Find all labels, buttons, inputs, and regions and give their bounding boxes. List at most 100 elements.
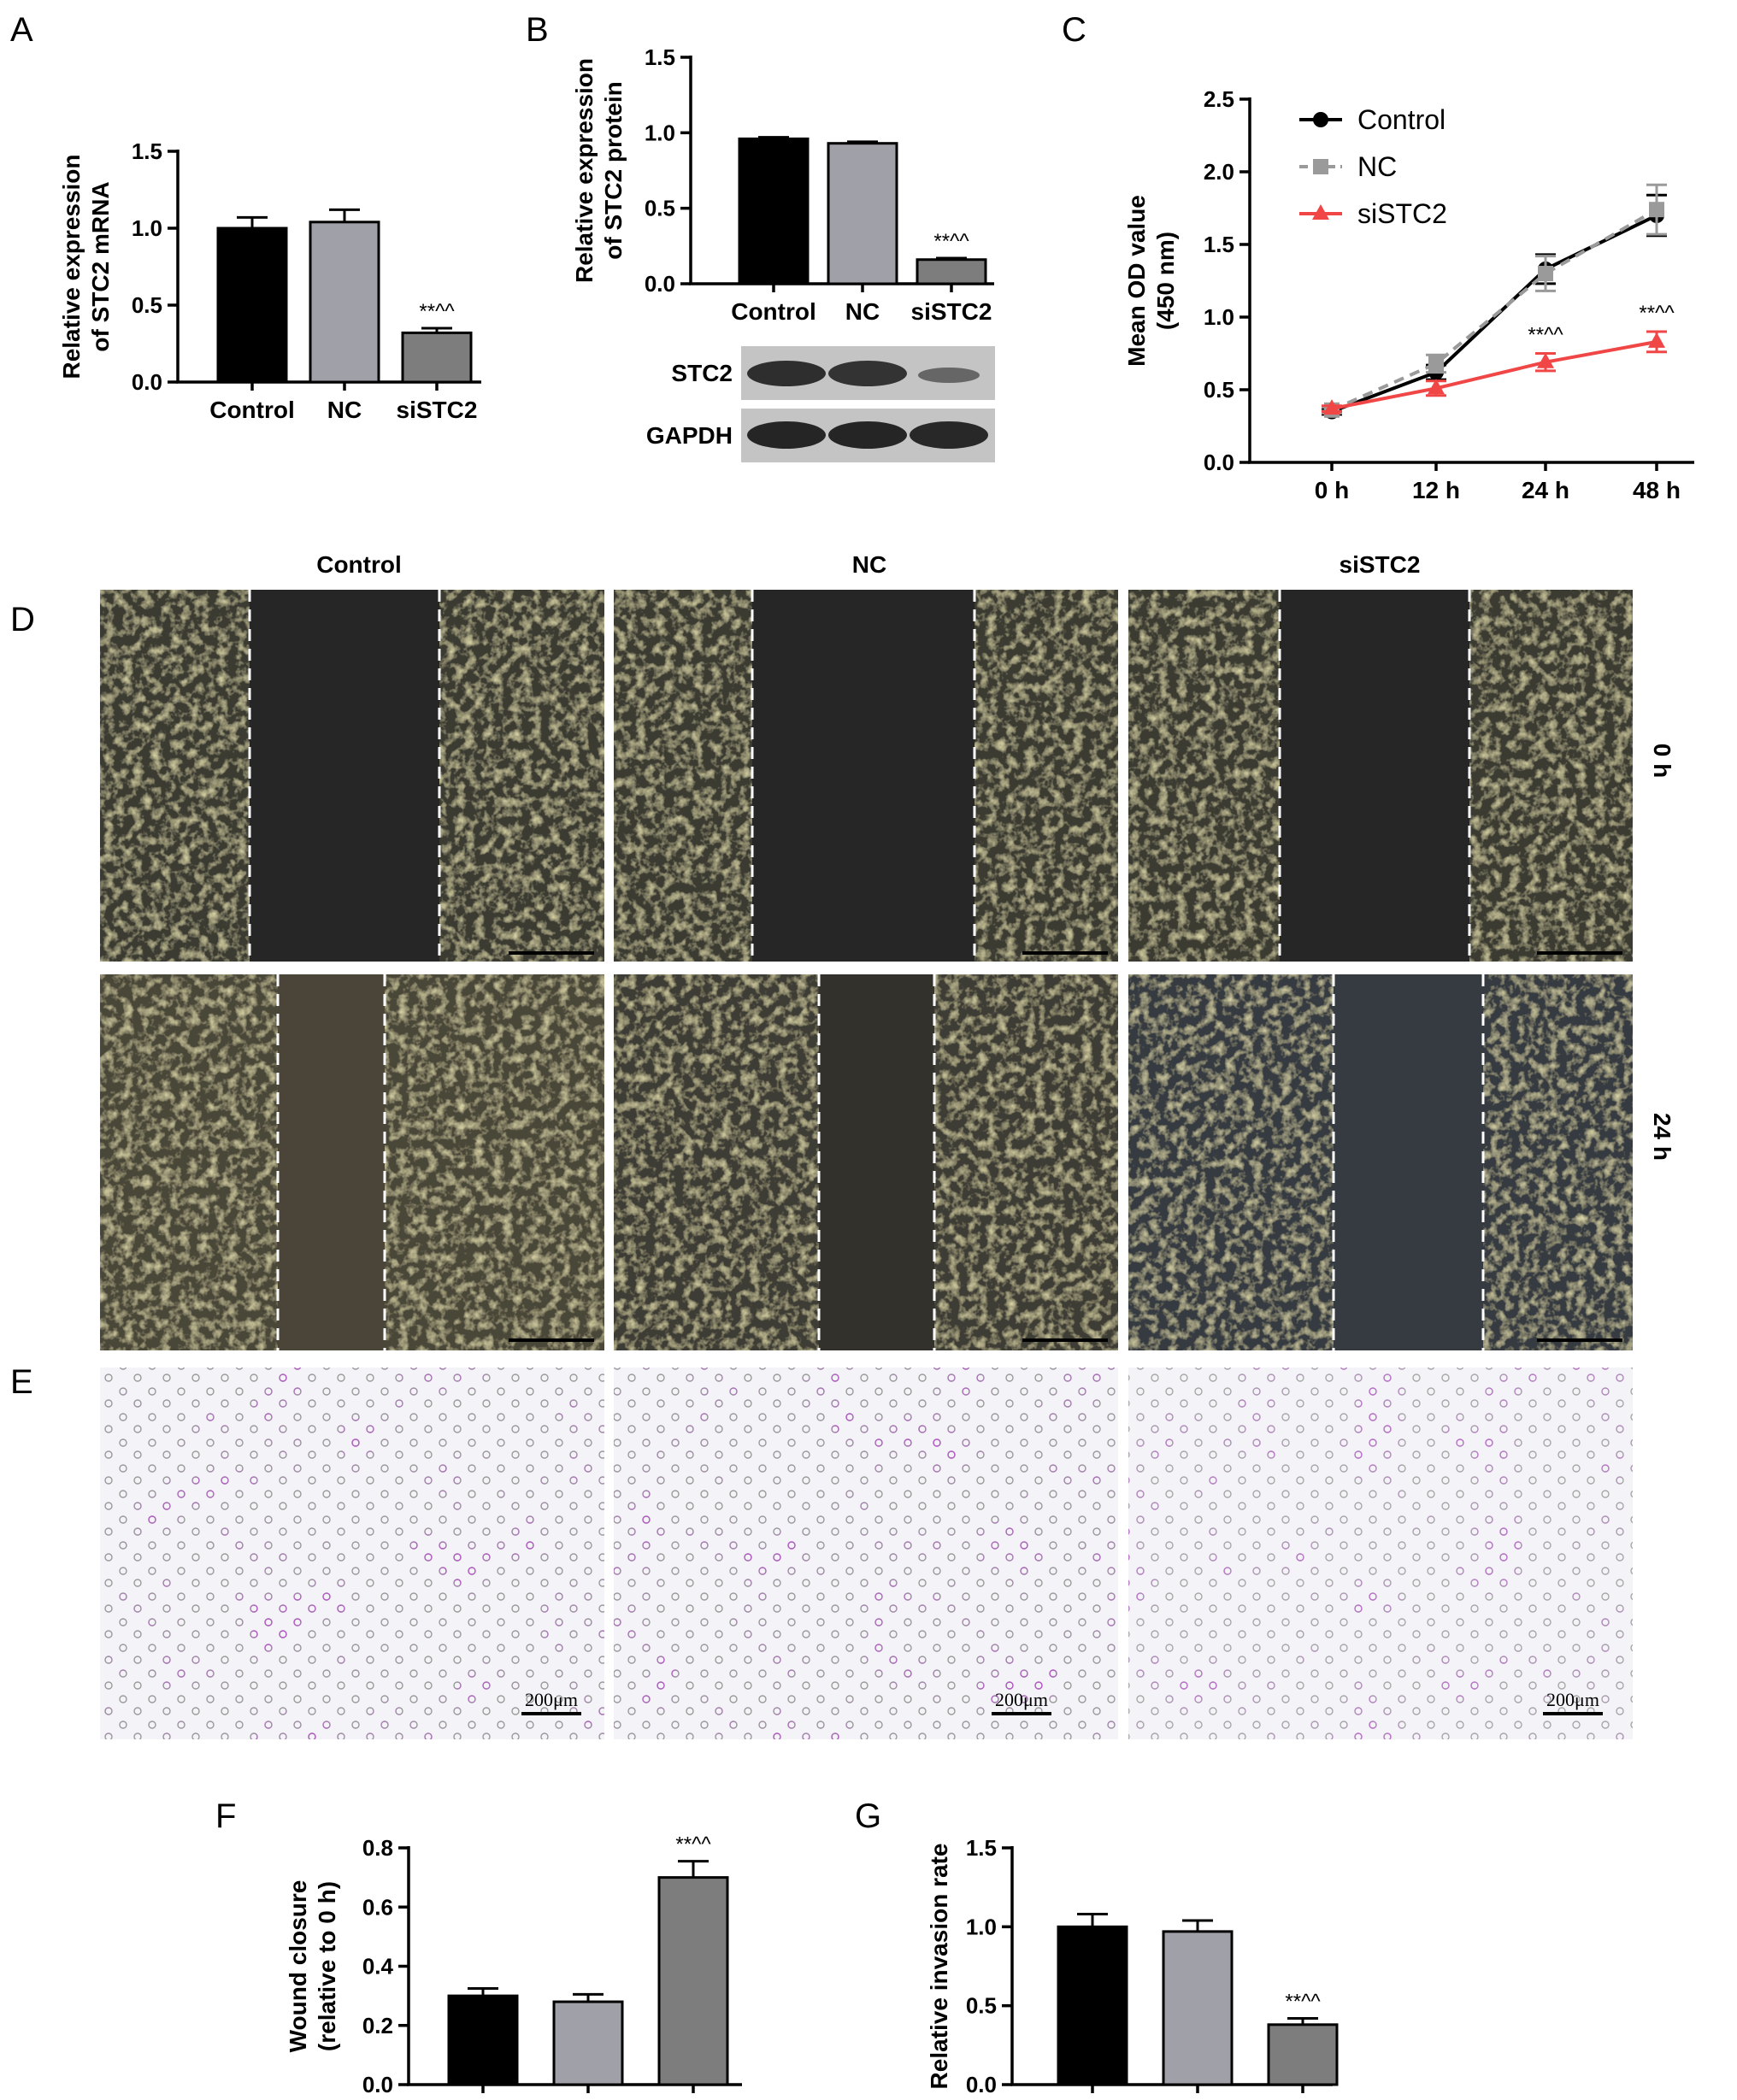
band-stc2-control <box>747 361 826 386</box>
wound-images <box>100 590 1633 1350</box>
significance-label: **^^ <box>1639 302 1675 325</box>
micro-col-nc: NC <box>852 551 886 578</box>
bar-nc <box>1162 1930 1234 2086</box>
scale-bar-label-sistc2: 200μm <box>1546 1689 1599 1710</box>
legend-marker-nc <box>1313 159 1328 174</box>
y-tick-label: 0.5 <box>132 292 162 318</box>
blot-label-stc2: STC2 <box>671 360 733 386</box>
x-tick-label: 24 h <box>1522 477 1569 503</box>
band-gapdh-sistc2 <box>910 421 988 449</box>
axis-ylabel-line-0: Relative expression <box>571 58 598 283</box>
invasion-images: 200μm 200μm 200μm <box>100 1368 1633 1739</box>
y-tick-label: 0.0 <box>966 2072 997 2097</box>
western-blot: STC2 GAPDH <box>646 346 995 462</box>
y-tick-label: 1.5 <box>966 1835 997 1861</box>
x-tick-label: siSTC2 <box>397 397 478 423</box>
scale-bar-label-nc: 200μm <box>995 1689 1048 1710</box>
y-tick-label: 0.5 <box>966 1993 997 2019</box>
bar-control <box>447 1994 519 2086</box>
invasion-sistc2: 200μm <box>1128 1368 1633 1739</box>
significance-label: **^^ <box>933 230 969 253</box>
y-tick-label: 0.5 <box>645 196 675 221</box>
wound-sistc2-24h <box>1128 974 1633 1350</box>
y-tick-label: 0.0 <box>645 271 675 297</box>
bar-sistc2 <box>401 331 473 384</box>
bar-sistc2 <box>1267 2023 1339 2086</box>
micro-col-control: Control <box>316 551 402 578</box>
y-tick-label: 0.0 <box>132 369 162 395</box>
point-sistc2 <box>1428 379 1445 395</box>
x-tick-label: Control <box>731 298 816 325</box>
wound-control-0h <box>100 590 604 962</box>
bar-nc <box>309 221 380 384</box>
y-tick-label: 1.5 <box>645 44 675 70</box>
y-tick-label: 1.0 <box>645 120 675 145</box>
chart-b-protein: 0.0 0.5 1.0 1.5 Control NC siSTC2 **^^ Relative … <box>571 44 994 325</box>
axis-ylabel-line-0: Wound closure <box>285 1880 311 2053</box>
legend-marker-sistc2 <box>1312 204 1329 220</box>
wound-sistc2-0h <box>1128 590 1633 962</box>
y-tick-label: 1.0 <box>966 1914 997 1939</box>
y-tick-label: 1.0 <box>132 215 162 241</box>
panel-label-f: F <box>215 1797 236 1835</box>
axis-ylabel-line-1: of STC2 mRNA <box>87 181 114 351</box>
bar-nc <box>552 2000 624 2086</box>
series-line-nc <box>1331 208 1658 412</box>
axis-ylabel-line-1: (450 nm) <box>1152 232 1179 330</box>
axis-ylabel-line-1: (relative to 0 h) <box>314 1881 340 2051</box>
bar-control <box>216 226 288 384</box>
y-tick-label: 2.0 <box>1204 159 1234 185</box>
panel-label-d: D <box>10 601 35 638</box>
panel-label-b: B <box>526 11 549 49</box>
axis-ylabel-line-1: of STC2 protein <box>600 81 627 259</box>
legend-label-control: Control <box>1357 104 1446 135</box>
panel-label-c: C <box>1062 11 1086 49</box>
y-tick-label: 0.6 <box>362 1894 393 1920</box>
bar-control <box>738 137 810 285</box>
axis-ylabel-line-0: Mean OD value <box>1123 195 1150 367</box>
panel-label-a: A <box>10 11 33 49</box>
point-sistc2 <box>1537 352 1554 368</box>
panel-label-e: E <box>10 1363 33 1401</box>
axis-ylabel-line-0: Relative invasion rate <box>926 1844 952 2090</box>
micro-col-sistc2: siSTC2 <box>1340 551 1421 578</box>
x-tick-label: siSTC2 <box>911 298 992 325</box>
invasion-nc: 200μm <box>614 1368 1118 1739</box>
significance-label: **^^ <box>675 1833 711 1856</box>
point-nc <box>1428 356 1444 372</box>
x-tick-label: NC <box>845 298 880 325</box>
wound-nc-24h <box>614 974 1118 1350</box>
y-tick-label: 0.2 <box>362 2013 393 2038</box>
series-line-control <box>1331 214 1658 414</box>
legend-label-nc: NC <box>1357 151 1397 182</box>
y-tick-label: 1.5 <box>1204 232 1234 257</box>
point-sistc2 <box>1323 399 1340 415</box>
x-tick-label: NC <box>327 397 362 423</box>
y-tick-label: 0.0 <box>362 2072 393 2097</box>
micro-row-24h: 24 h <box>1649 1113 1675 1161</box>
band-stc2-nc <box>828 361 907 386</box>
panel-label-g: G <box>855 1797 881 1835</box>
y-tick-label: 0.0 <box>1204 450 1234 475</box>
significance-label: **^^ <box>1285 1990 1321 2013</box>
point-nc <box>1649 202 1664 218</box>
significance-label: **^^ <box>1528 324 1563 347</box>
band-stc2-sistc2 <box>918 368 980 383</box>
chart-g-invasion: 0.00.51.01.5ControlNCsiSTC2**^^Relative … <box>926 1835 1343 2100</box>
chart-f-wound-closure: 0.00.20.40.60.8ControlNCsiSTC2**^^Wound … <box>285 1833 742 2100</box>
series-line-sistc2 <box>1331 339 1658 411</box>
x-tick-label: 12 h <box>1412 477 1460 503</box>
y-tick-label: 1.5 <box>132 138 162 164</box>
wound-control-24h <box>100 974 604 1350</box>
point-sistc2 <box>1648 332 1665 348</box>
micro-row-0h: 0 h <box>1649 744 1675 778</box>
y-tick-label: 0.8 <box>362 1835 393 1861</box>
x-tick-label: 48 h <box>1633 477 1681 503</box>
wound-nc-0h <box>614 590 1118 962</box>
y-tick-label: 1.0 <box>1204 304 1234 330</box>
axis-ylabel-line-0: Relative expression <box>58 154 85 379</box>
blot-label-gapdh: GAPDH <box>646 422 733 449</box>
point-nc <box>1538 266 1553 281</box>
x-tick-label: Control <box>209 397 295 423</box>
